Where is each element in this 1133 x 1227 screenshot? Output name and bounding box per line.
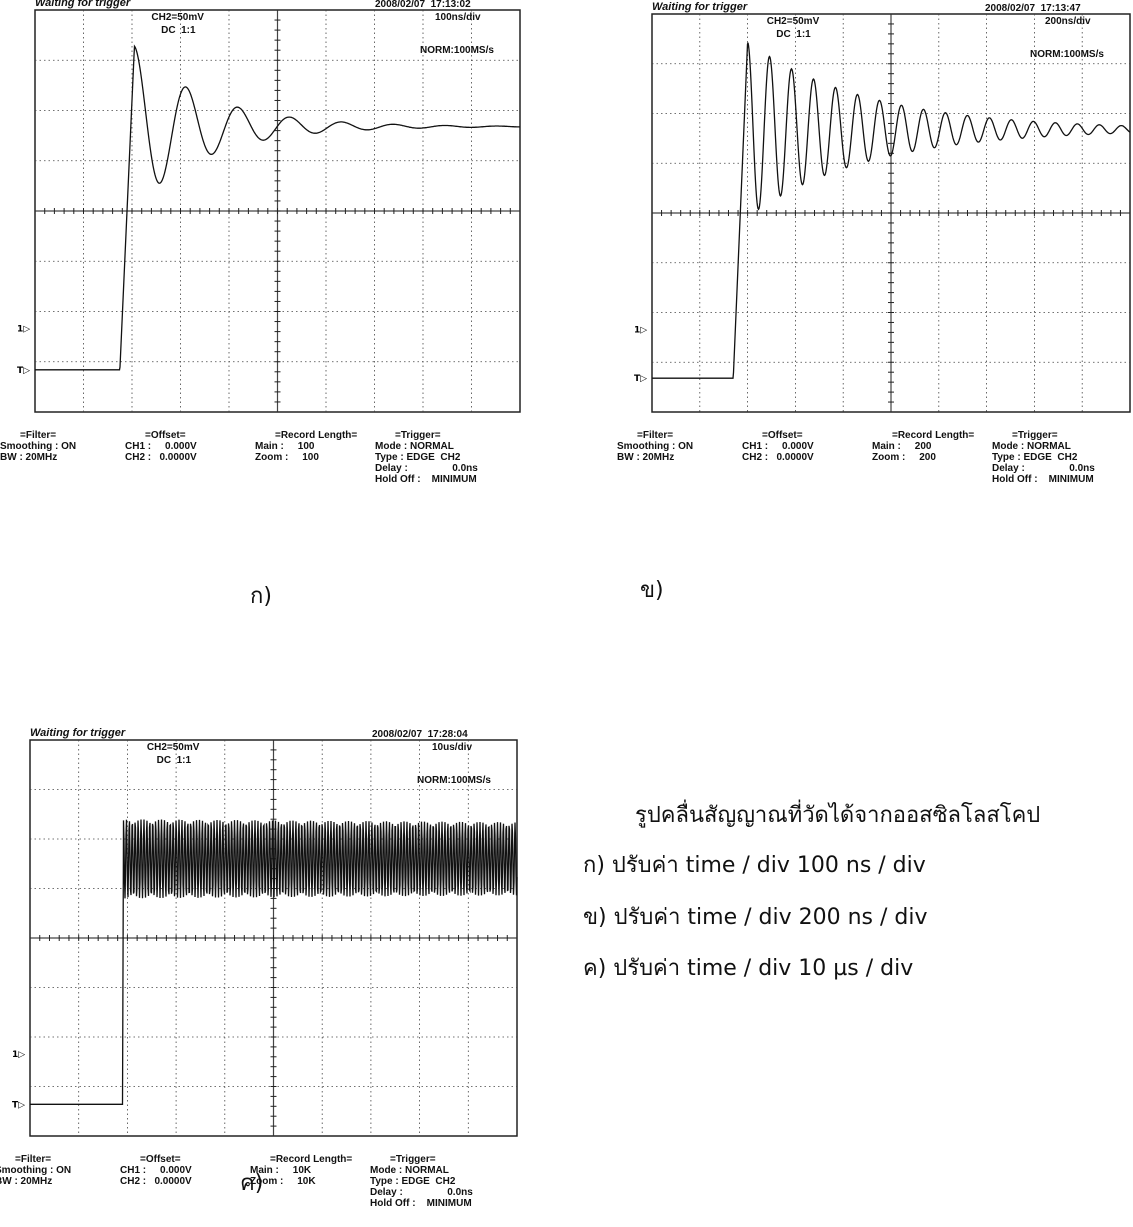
trigger-line: Type : EDGE CH2 [992, 452, 1078, 463]
trigger-line: Mode : NORMAL [370, 1165, 449, 1176]
timebase: 10us/div [432, 742, 473, 753]
svg-text:T▷: T▷ [634, 374, 647, 384]
record-title: =Record Length= [275, 430, 358, 441]
trigger-line: Mode : NORMAL [375, 441, 454, 452]
figure-label: ข) [640, 578, 664, 603]
sample-rate: NORM:100MS/s [417, 775, 491, 786]
trigger-line: Hold Off : MINIMUM [992, 474, 1094, 485]
filter-line: Smoothing : ON [617, 441, 694, 452]
record-line: Zoom : 10K [250, 1176, 316, 1187]
svg-text:1▷: 1▷ [634, 325, 647, 335]
scope-status: Waiting for trigger [30, 727, 126, 739]
offset-title: =Offset= [145, 430, 186, 441]
trigger-line: Type : EDGE CH2 [375, 452, 461, 463]
svg-text:1▷: 1▷ [17, 325, 30, 335]
filter-title: =Filter= [15, 1154, 52, 1165]
figure-label: ก) [250, 584, 272, 609]
timestamp: 2008/02/07 17:13:47 [985, 3, 1081, 14]
offset-line: CH1 : 0.000V [125, 441, 197, 452]
caption-item: ค) ปรับค่า time / div 10 µs / div [583, 956, 914, 981]
timestamp: 2008/02/07 17:13:02 [375, 0, 471, 10]
sample-rate: NORM:100MS/s [420, 45, 494, 56]
trigger-title: =Trigger= [390, 1154, 436, 1165]
filter-line: Smoothing : ON [0, 1165, 72, 1176]
offset-line: CH2 : 0.0000V [120, 1176, 192, 1187]
coupling: DC 1:1 [161, 25, 196, 36]
filter-line: BW : 20MHz [0, 1176, 53, 1187]
scope-status: Waiting for trigger [652, 1, 748, 13]
coupling: DC 1:1 [776, 29, 811, 40]
channel-scale: CH2=50mV [151, 12, 204, 23]
filter-line: BW : 20MHz [617, 452, 675, 463]
filter-title: =Filter= [20, 430, 57, 441]
trigger-line: Delay : 0.0ns [375, 463, 478, 474]
record-line: Main : 200 [872, 441, 932, 452]
record-title: =Record Length= [270, 1154, 353, 1165]
channel-scale: CH2=50mV [146, 742, 200, 753]
trigger-line: Delay : 0.0ns [992, 463, 1095, 474]
scope-screen: 1▷ T▷ [12, 739, 518, 1137]
scope-status: Waiting for trigger [35, 0, 131, 9]
svg-text:T▷: T▷ [12, 1100, 25, 1110]
offset-line: CH2 : 0.0000V [742, 452, 814, 463]
record-title: =Record Length= [892, 430, 975, 441]
filter-line: Smoothing : ON [0, 441, 77, 452]
offset-line: CH1 : 0.000V [120, 1165, 192, 1176]
filter-title: =Filter= [637, 430, 674, 441]
svg-text:1▷: 1▷ [12, 1050, 25, 1060]
caption-title: รูปคลื่นสัญญาณที่วัดได้จากออสซิลโลสโคป [635, 803, 1041, 828]
scope-screen: 1▷ T▷ [634, 13, 1131, 413]
caption-item: ก) ปรับค่า time / div 100 ns / div [583, 853, 926, 878]
channel-scale: CH2=50mV [766, 16, 820, 27]
record-line: Main : 100 [255, 441, 315, 452]
record-line: Main : 10K [250, 1165, 312, 1176]
timestamp: 2008/02/07 17:28:04 [372, 729, 468, 740]
offset-title: =Offset= [140, 1154, 181, 1165]
trigger-line: Hold Off : MINIMUM [375, 474, 477, 485]
filter-line: BW : 20MHz [0, 452, 58, 463]
record-line: Zoom : 200 [872, 452, 936, 463]
sample-rate: NORM:100MS/s [1030, 49, 1104, 60]
offset-line: CH2 : 0.0000V [125, 452, 197, 463]
caption-item: ข) ปรับค่า time / div 200 ns / div [583, 905, 928, 930]
trigger-line: Hold Off : MINIMUM [370, 1198, 472, 1209]
trigger-title: =Trigger= [1012, 430, 1058, 441]
offset-title: =Offset= [762, 430, 803, 441]
trigger-title: =Trigger= [395, 430, 441, 441]
svg-text:T▷: T▷ [17, 366, 30, 376]
scope-screen: 1▷ T▷ [17, 9, 521, 413]
figure-label: ค) [240, 1171, 264, 1196]
trigger-line: Mode : NORMAL [992, 441, 1071, 452]
offset-line: CH1 : 0.000V [742, 441, 814, 452]
timebase: 200ns/div [1045, 16, 1091, 27]
coupling: DC 1:1 [156, 755, 192, 766]
trigger-line: Delay : 0.0ns [370, 1187, 473, 1198]
record-line: Zoom : 100 [255, 452, 319, 463]
timebase: 100ns/div [435, 12, 481, 23]
trigger-line: Type : EDGE CH2 [370, 1176, 456, 1187]
